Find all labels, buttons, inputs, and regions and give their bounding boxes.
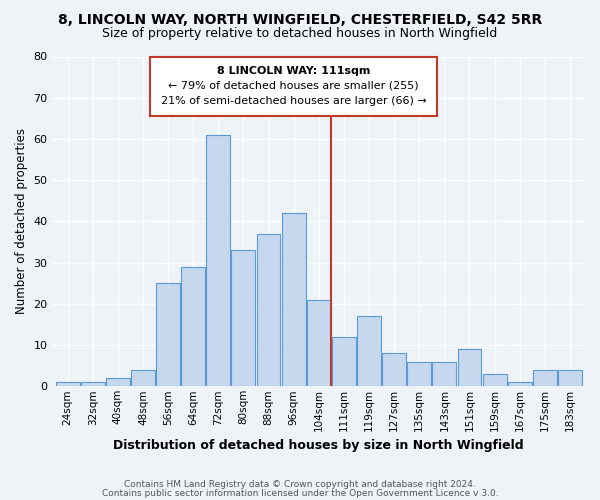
Bar <box>106 378 130 386</box>
Bar <box>181 266 205 386</box>
Bar <box>558 370 582 386</box>
Bar <box>433 362 456 386</box>
Bar <box>382 354 406 386</box>
Bar <box>508 382 532 386</box>
Bar <box>257 234 280 386</box>
FancyBboxPatch shape <box>151 56 437 116</box>
Bar <box>458 349 481 387</box>
Y-axis label: Number of detached properties: Number of detached properties <box>15 128 28 314</box>
Bar <box>56 382 80 386</box>
Bar <box>332 337 356 386</box>
Bar <box>282 213 305 386</box>
Bar <box>156 283 180 387</box>
X-axis label: Distribution of detached houses by size in North Wingfield: Distribution of detached houses by size … <box>113 440 524 452</box>
Bar <box>357 316 381 386</box>
Text: Contains HM Land Registry data © Crown copyright and database right 2024.: Contains HM Land Registry data © Crown c… <box>124 480 476 489</box>
Bar <box>232 250 256 386</box>
Text: Contains public sector information licensed under the Open Government Licence v : Contains public sector information licen… <box>101 490 499 498</box>
Text: 8 LINCOLN WAY: 111sqm: 8 LINCOLN WAY: 111sqm <box>217 66 370 76</box>
Text: 8, LINCOLN WAY, NORTH WINGFIELD, CHESTERFIELD, S42 5RR: 8, LINCOLN WAY, NORTH WINGFIELD, CHESTER… <box>58 12 542 26</box>
Bar <box>81 382 104 386</box>
Text: 21% of semi-detached houses are larger (66) →: 21% of semi-detached houses are larger (… <box>161 96 427 106</box>
Bar <box>131 370 155 386</box>
Bar <box>407 362 431 386</box>
Text: Size of property relative to detached houses in North Wingfield: Size of property relative to detached ho… <box>103 28 497 40</box>
Bar <box>307 300 331 386</box>
Bar <box>206 135 230 386</box>
Bar <box>533 370 557 386</box>
Text: ← 79% of detached houses are smaller (255): ← 79% of detached houses are smaller (25… <box>169 80 419 90</box>
Bar <box>482 374 506 386</box>
